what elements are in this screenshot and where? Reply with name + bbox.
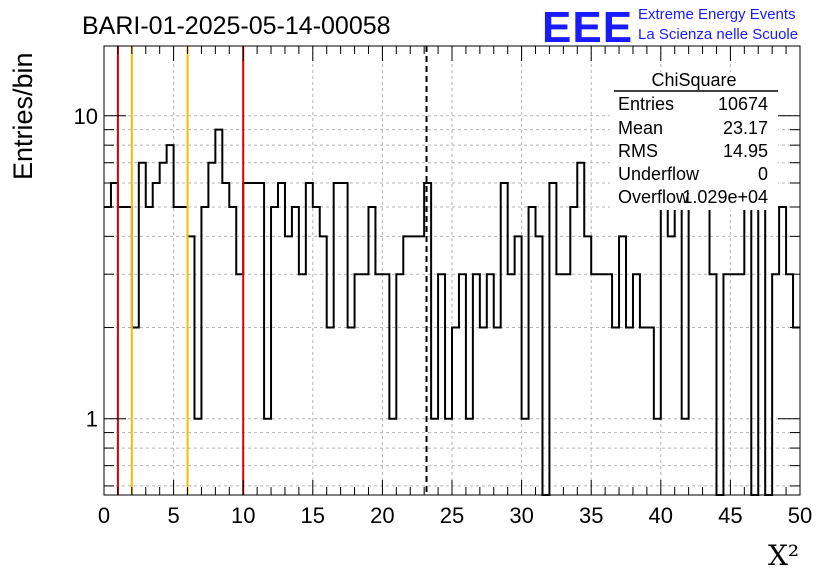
ticks-layer: 0 5 10 15 20 25 30 35 40 45 50 1 10 xyxy=(74,46,812,528)
x-tick-label: 5 xyxy=(167,503,179,528)
stats-label-entries: Entries xyxy=(618,94,674,114)
logo-line2: La Scienza nelle Scuole xyxy=(638,26,798,43)
x-tick-label: 10 xyxy=(231,503,255,528)
y-axis-label: Entries/bin xyxy=(8,52,38,180)
reference-lines-layer xyxy=(116,46,428,495)
histogram-layer xyxy=(104,128,800,496)
y-tick-label: 10 xyxy=(74,104,98,129)
stats-value-underflow: 0 xyxy=(758,164,768,184)
x-tick-label: 20 xyxy=(370,503,394,528)
x-tick-label: 0 xyxy=(98,503,110,528)
x-tick-label: 45 xyxy=(718,503,742,528)
logo-mark: EEE xyxy=(542,3,633,52)
chart-title: BARI-01-2025-05-14-00058 xyxy=(82,12,391,40)
stats-value-rms: 14.95 xyxy=(723,141,768,161)
x-tick-label: 15 xyxy=(301,503,325,528)
x-tick-label: 30 xyxy=(509,503,533,528)
x-tick-label: 50 xyxy=(788,503,812,528)
x-tick-label: 35 xyxy=(579,503,603,528)
stats-label-rms: RMS xyxy=(618,141,658,161)
stats-value-entries: 10674 xyxy=(718,94,768,114)
stats-box: ChiSquare Entries 10674 Mean 23.17 RMS 1… xyxy=(610,70,778,210)
stats-value-mean: 23.17 xyxy=(723,118,768,138)
x-axis-label: X² xyxy=(768,539,799,572)
eee-logo: EEE Extreme Energy Events La Scienza nel… xyxy=(542,3,798,52)
stats-label-mean: Mean xyxy=(618,118,663,138)
stats-value-overflow: 1.029e+04 xyxy=(682,187,768,207)
logo-line1: Extreme Energy Events xyxy=(638,6,796,23)
x-tick-label: 25 xyxy=(440,503,464,528)
stats-box-bg xyxy=(610,72,778,210)
stats-label-overflow: Overflow xyxy=(618,187,690,207)
histogram-outline xyxy=(104,128,800,496)
plot-frame xyxy=(103,45,801,496)
y-tick-label: 1 xyxy=(86,407,98,432)
x-tick-label: 40 xyxy=(649,503,673,528)
stats-label-underflow: Underflow xyxy=(618,164,700,184)
stats-title: ChiSquare xyxy=(651,70,736,90)
